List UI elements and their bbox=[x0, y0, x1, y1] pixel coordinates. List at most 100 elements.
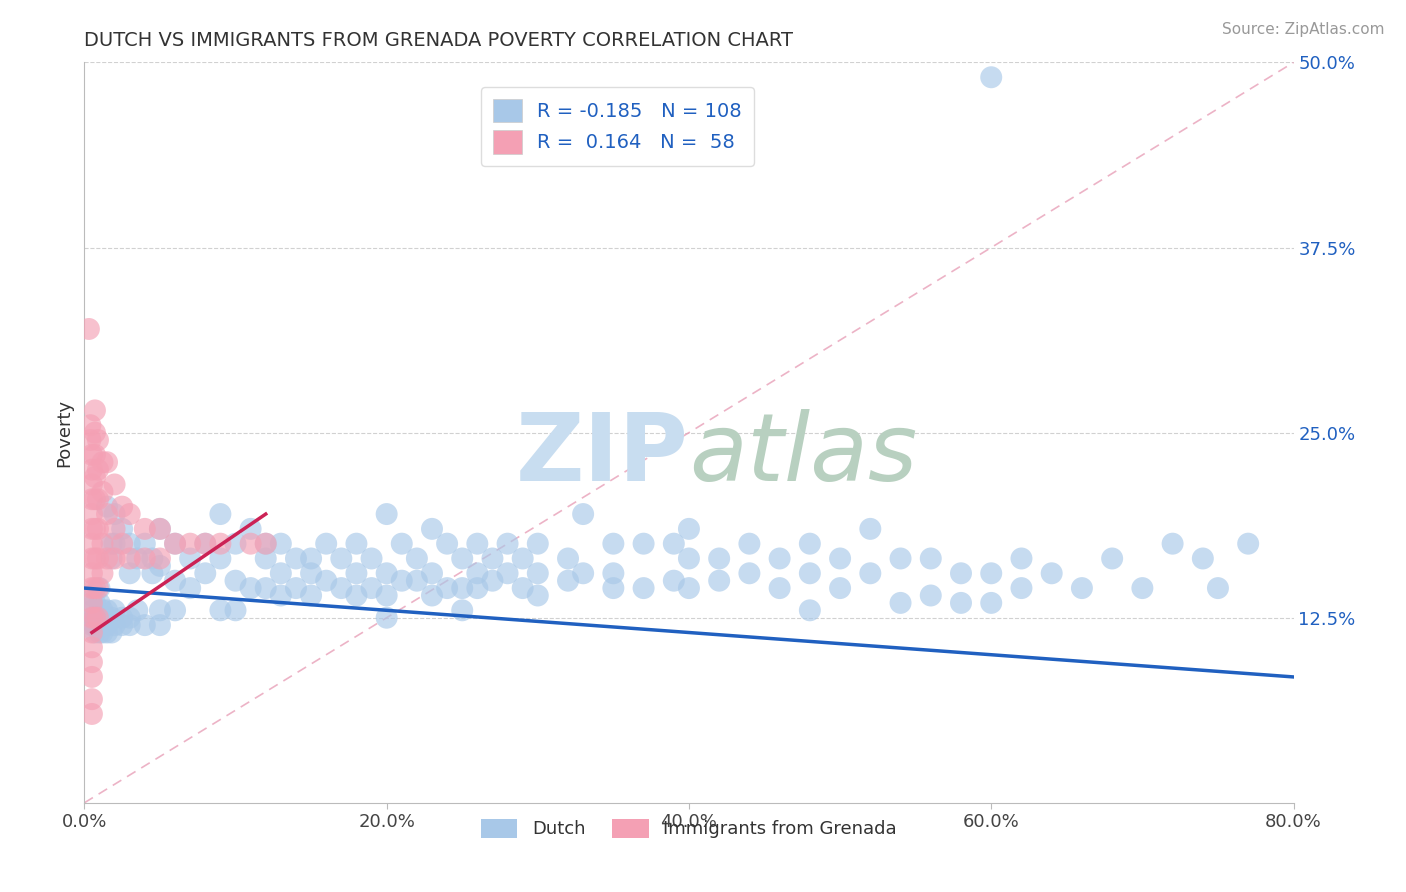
Point bbox=[890, 551, 912, 566]
Point bbox=[84, 492, 107, 507]
Point bbox=[87, 551, 110, 566]
Point bbox=[91, 455, 114, 469]
Point bbox=[84, 618, 107, 632]
Point bbox=[557, 551, 579, 566]
Point bbox=[678, 551, 700, 566]
Point bbox=[769, 551, 792, 566]
Point bbox=[91, 603, 114, 617]
Point bbox=[799, 566, 821, 581]
Point bbox=[165, 536, 187, 550]
Point bbox=[100, 610, 122, 624]
Legend: Dutch, Immigrants from Grenada: Dutch, Immigrants from Grenada bbox=[474, 812, 904, 846]
Point bbox=[420, 566, 443, 581]
Point bbox=[451, 603, 474, 617]
Point bbox=[980, 70, 1002, 85]
Point bbox=[91, 566, 114, 581]
Point bbox=[330, 551, 353, 566]
Point bbox=[111, 522, 134, 536]
Point bbox=[87, 522, 110, 536]
Point bbox=[104, 477, 127, 491]
Point bbox=[467, 536, 489, 550]
Point bbox=[209, 603, 232, 617]
Point bbox=[96, 610, 118, 624]
Point bbox=[254, 536, 277, 550]
Point bbox=[80, 448, 103, 462]
Point bbox=[149, 618, 172, 632]
Point bbox=[1011, 551, 1033, 566]
Point bbox=[87, 581, 110, 595]
Point bbox=[346, 536, 368, 550]
Point bbox=[80, 625, 103, 640]
Point bbox=[299, 551, 322, 566]
Point bbox=[633, 581, 655, 595]
Point bbox=[225, 536, 247, 550]
Point bbox=[80, 610, 103, 624]
Point bbox=[96, 507, 118, 521]
Point bbox=[436, 581, 458, 595]
Point bbox=[420, 522, 443, 536]
Text: DUTCH VS IMMIGRANTS FROM GRENADA POVERTY CORRELATION CHART: DUTCH VS IMMIGRANTS FROM GRENADA POVERTY… bbox=[84, 31, 793, 50]
Point bbox=[165, 603, 187, 617]
Point bbox=[1192, 551, 1215, 566]
Point bbox=[165, 574, 187, 588]
Point bbox=[118, 507, 141, 521]
Point bbox=[96, 455, 118, 469]
Point bbox=[104, 551, 127, 566]
Text: atlas: atlas bbox=[689, 409, 917, 500]
Point bbox=[134, 522, 156, 536]
Point bbox=[80, 492, 103, 507]
Point bbox=[830, 551, 852, 566]
Point bbox=[134, 551, 156, 566]
Point bbox=[239, 536, 262, 550]
Point bbox=[79, 433, 101, 447]
Point bbox=[84, 596, 107, 610]
Point bbox=[104, 603, 127, 617]
Point bbox=[84, 551, 107, 566]
Point bbox=[87, 610, 110, 624]
Point bbox=[149, 551, 172, 566]
Point bbox=[80, 477, 103, 491]
Point bbox=[602, 536, 624, 550]
Point bbox=[890, 596, 912, 610]
Point bbox=[96, 625, 118, 640]
Point bbox=[391, 574, 413, 588]
Point bbox=[346, 566, 368, 581]
Point bbox=[738, 536, 761, 550]
Point bbox=[80, 670, 103, 684]
Text: Source: ZipAtlas.com: Source: ZipAtlas.com bbox=[1222, 22, 1385, 37]
Point bbox=[830, 581, 852, 595]
Point bbox=[738, 566, 761, 581]
Point bbox=[527, 589, 550, 603]
Point bbox=[84, 425, 107, 440]
Point bbox=[80, 655, 103, 669]
Point bbox=[1071, 581, 1094, 595]
Point bbox=[285, 551, 308, 566]
Point bbox=[557, 574, 579, 588]
Point bbox=[91, 618, 114, 632]
Point bbox=[1206, 581, 1229, 595]
Point bbox=[91, 484, 114, 499]
Point bbox=[77, 322, 100, 336]
Point bbox=[84, 625, 107, 640]
Point bbox=[100, 551, 122, 566]
Point bbox=[436, 536, 458, 550]
Point bbox=[194, 536, 217, 550]
Point bbox=[602, 566, 624, 581]
Point bbox=[80, 522, 103, 536]
Point bbox=[179, 536, 201, 550]
Point bbox=[118, 536, 141, 550]
Point bbox=[1040, 566, 1063, 581]
Point bbox=[80, 551, 103, 566]
Point bbox=[141, 551, 163, 566]
Point bbox=[149, 522, 172, 536]
Point bbox=[149, 603, 172, 617]
Point bbox=[496, 566, 519, 581]
Point bbox=[118, 610, 141, 624]
Point bbox=[87, 462, 110, 476]
Point bbox=[149, 558, 172, 573]
Point bbox=[299, 566, 322, 581]
Point bbox=[859, 522, 882, 536]
Point bbox=[285, 581, 308, 595]
Point bbox=[80, 610, 103, 624]
Point bbox=[104, 507, 127, 521]
